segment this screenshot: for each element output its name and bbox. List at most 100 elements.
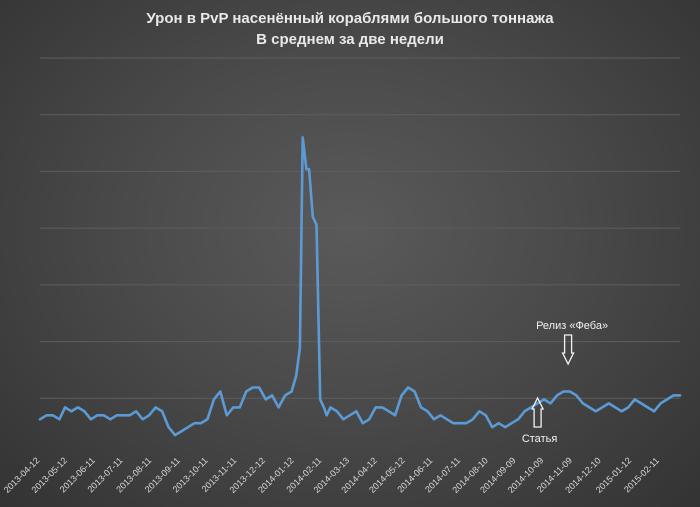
data-point xyxy=(640,402,643,405)
data-point xyxy=(264,398,267,401)
data-point xyxy=(575,394,578,397)
chart-subtitle: В среднем за две недели xyxy=(256,31,444,48)
data-point xyxy=(284,394,286,397)
data-point xyxy=(213,398,215,401)
data-point xyxy=(491,426,494,429)
series-layer xyxy=(38,136,682,437)
data-point xyxy=(128,414,131,417)
data-point xyxy=(348,414,351,417)
data-point xyxy=(329,406,332,409)
data-point xyxy=(290,390,293,393)
data-point xyxy=(459,422,461,425)
data-point xyxy=(336,410,338,413)
gridlines xyxy=(40,57,680,399)
data-point xyxy=(200,422,202,425)
data-point xyxy=(484,414,487,417)
data-point xyxy=(109,418,112,421)
data-point xyxy=(549,402,552,405)
data-point xyxy=(245,390,248,393)
data-point xyxy=(299,346,301,349)
data-point xyxy=(295,374,298,377)
chart-title: Урон в PvP насенённый кораблями большого… xyxy=(146,10,554,27)
data-point xyxy=(504,426,507,429)
data-point xyxy=(315,223,318,226)
data-point xyxy=(562,390,565,393)
data-point xyxy=(659,402,662,405)
data-point xyxy=(627,406,630,409)
annotation-label: Релиз «Феба» xyxy=(536,320,608,332)
data-point xyxy=(672,394,675,397)
data-point xyxy=(569,390,571,393)
data-point xyxy=(70,410,73,413)
data-point xyxy=(536,402,539,405)
data-point xyxy=(206,418,209,421)
data-point xyxy=(594,410,597,413)
data-point xyxy=(666,398,668,401)
data-point xyxy=(45,414,48,417)
data-point xyxy=(141,418,144,421)
data-point xyxy=(471,418,474,421)
data-point xyxy=(122,414,125,417)
data-point xyxy=(187,426,189,429)
data-point xyxy=(510,422,513,425)
data-point xyxy=(135,410,138,413)
annotation-arrow-up xyxy=(531,396,545,428)
data-point xyxy=(400,394,403,397)
data-point xyxy=(311,215,314,218)
data-point xyxy=(308,168,310,171)
data-point xyxy=(452,422,455,425)
data-point xyxy=(174,434,176,436)
data-point xyxy=(620,410,623,413)
data-point xyxy=(523,410,526,413)
data-point xyxy=(355,410,358,413)
data-point xyxy=(413,390,416,393)
data-point xyxy=(219,390,222,393)
data-point xyxy=(232,406,235,409)
data-point xyxy=(238,406,241,409)
data-point xyxy=(193,422,196,425)
data-point xyxy=(58,418,61,421)
annotation-label: Статья xyxy=(522,433,558,445)
data-point xyxy=(374,406,377,409)
data-point xyxy=(115,414,118,417)
data-point xyxy=(439,414,442,417)
data-point xyxy=(148,414,151,417)
data-point xyxy=(530,406,532,409)
data-point xyxy=(154,406,157,409)
data-point xyxy=(305,168,308,171)
data-point xyxy=(301,136,304,139)
data-point xyxy=(167,426,170,429)
series-line xyxy=(38,136,682,437)
data-point xyxy=(361,422,364,425)
data-point xyxy=(433,418,435,421)
data-point xyxy=(102,414,105,417)
data-point xyxy=(653,410,655,413)
data-point xyxy=(517,418,520,421)
data-point xyxy=(607,402,610,405)
data-point xyxy=(277,406,280,409)
data-point xyxy=(497,422,500,425)
chart-title-block: Урон в PvP насенённый кораблями большого… xyxy=(0,8,700,50)
data-point xyxy=(342,418,345,421)
data-point xyxy=(52,414,54,417)
annotation-arrow-down xyxy=(561,334,575,366)
data-point xyxy=(64,406,66,409)
data-point xyxy=(39,418,41,421)
data-point xyxy=(225,414,228,417)
data-point xyxy=(614,406,617,409)
data-point xyxy=(83,410,86,413)
data-point xyxy=(556,394,558,397)
data-point xyxy=(582,402,584,405)
x-axis-tick-labels: 2013-04-122013-05-122013-06-112013-07-11… xyxy=(2,455,661,495)
data-point xyxy=(478,410,481,413)
data-point xyxy=(325,414,328,417)
data-point xyxy=(543,398,545,401)
data-point xyxy=(646,406,649,409)
data-point xyxy=(601,406,604,409)
data-point xyxy=(588,406,591,409)
data-point xyxy=(426,410,429,413)
data-point xyxy=(420,406,422,409)
data-point xyxy=(319,398,322,401)
data-point xyxy=(407,386,409,389)
